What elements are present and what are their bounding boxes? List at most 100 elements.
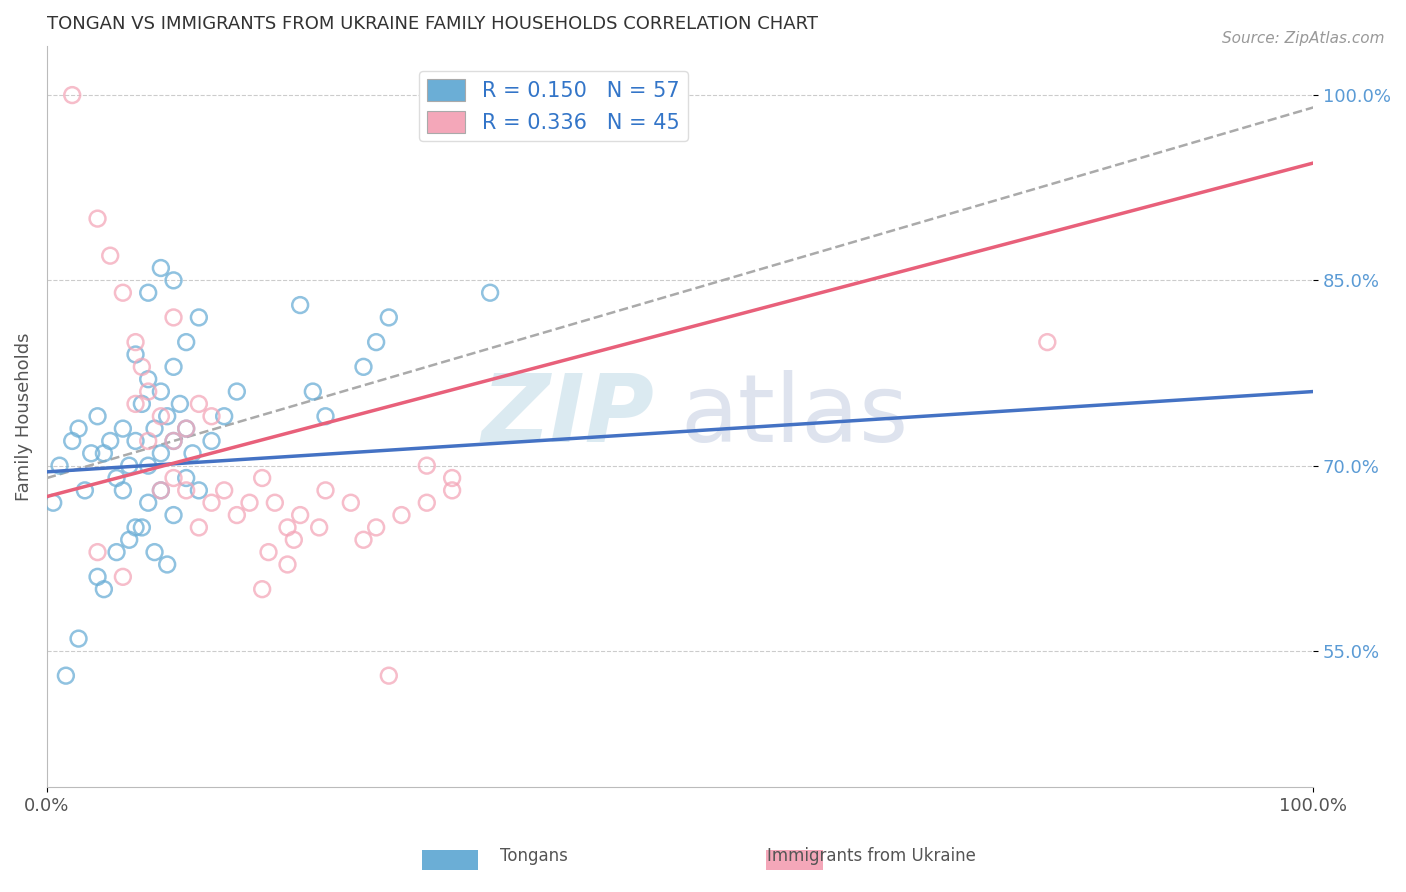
Point [136,372,159,386]
Point [225,508,247,522]
Point [187,397,209,411]
Point [131,359,153,374]
Point [124,520,146,534]
Point [98,434,121,448]
Point [340,496,363,510]
Text: TONGAN VS IMMIGRANTS FROM UKRAINE FAMILY HOUSEHOLDS CORRELATION CHART: TONGAN VS IMMIGRANTS FROM UKRAINE FAMILY… [46,15,818,33]
Point [416,496,439,510]
Point [136,384,159,399]
Point [86,211,108,226]
Point [353,533,375,547]
Point [200,434,222,448]
Point [111,483,134,498]
Point [149,483,172,498]
Text: Source: ZipAtlas.com: Source: ZipAtlas.com [1222,31,1385,46]
Point [250,471,273,485]
Point [80,446,103,460]
Point [149,446,172,460]
Point [257,545,280,559]
Point [131,520,153,534]
Point [105,545,128,559]
Point [174,483,197,498]
Point [86,570,108,584]
Point [48,458,70,473]
Point [124,347,146,361]
Point [60,88,83,103]
Point [353,359,375,374]
Point [143,421,166,435]
Point [162,508,184,522]
Point [111,421,134,435]
Point [162,434,184,448]
Point [162,471,184,485]
Point [111,570,134,584]
Point [200,409,222,424]
Point [143,545,166,559]
Point [378,668,401,682]
Point [441,471,464,485]
Point [366,335,388,350]
Point [124,335,146,350]
Point [250,582,273,597]
Point [86,545,108,559]
Point [1036,335,1059,350]
Point [225,384,247,399]
Point [212,483,235,498]
Text: Tongans: Tongans [501,847,568,865]
Point [156,409,179,424]
Point [131,397,153,411]
Point [276,520,298,534]
Point [149,260,172,275]
Point [301,384,323,399]
Point [187,310,209,325]
Point [174,335,197,350]
Point [162,273,184,287]
Point [174,421,197,435]
Point [315,409,337,424]
Point [93,446,115,460]
Point [118,458,141,473]
Point [42,496,65,510]
Point [67,632,90,646]
Point [187,520,209,534]
Point [162,434,184,448]
Point [67,421,90,435]
Point [136,496,159,510]
Point [263,496,285,510]
Point [174,421,197,435]
Point [124,397,146,411]
Point [149,384,172,399]
Text: atlas: atlas [681,370,908,462]
Point [73,483,96,498]
Point [212,409,235,424]
Point [86,409,108,424]
Point [118,533,141,547]
Point [98,249,121,263]
Text: ZIP: ZIP [482,370,655,462]
Point [105,471,128,485]
Point [124,434,146,448]
Point [315,483,337,498]
Point [149,483,172,498]
Point [283,533,305,547]
Point [55,668,77,682]
Point [60,434,83,448]
Point [181,446,204,460]
Point [416,458,439,473]
Point [156,558,179,572]
Point [276,558,298,572]
Point [378,310,401,325]
Point [174,471,197,485]
Point [149,409,172,424]
Point [441,483,464,498]
Point [288,508,311,522]
Point [200,496,222,510]
Point [169,397,191,411]
Point [308,520,330,534]
Point [93,582,115,597]
Point [366,520,388,534]
Y-axis label: Family Households: Family Households [15,332,32,500]
Point [111,285,134,300]
Point [187,483,209,498]
Point [136,458,159,473]
